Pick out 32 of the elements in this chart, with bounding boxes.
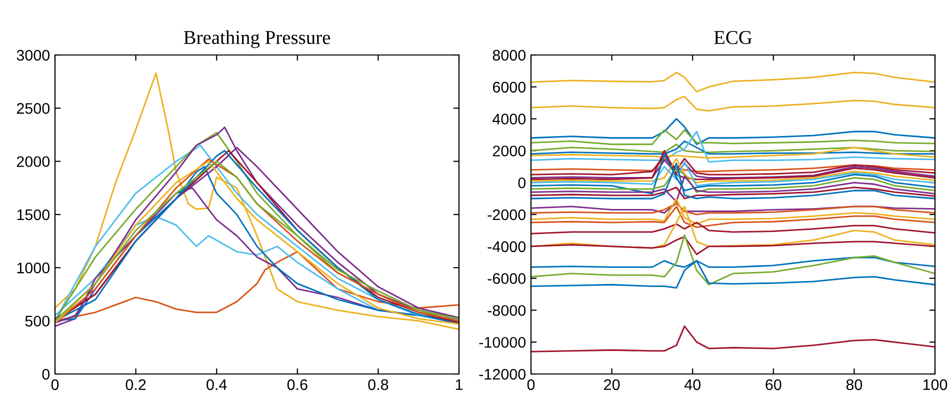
x-tick-label: 60: [766, 379, 782, 390]
y-tick-label: -2000: [488, 209, 526, 220]
y-tick-label: 6000: [492, 82, 526, 93]
y-tick-label: 2000: [492, 146, 526, 156]
y-tick-label: 3000: [16, 50, 50, 61]
y-tick-label: 2000: [16, 156, 50, 168]
x-tick-label: 0.4: [206, 379, 227, 390]
y-tick-label: 1000: [17, 262, 50, 274]
y-tick-label: -8000: [488, 305, 526, 316]
chart-title: ECG: [714, 31, 752, 44]
y-tick-label: 1500: [17, 209, 50, 220]
y-tick-label: 0: [42, 368, 50, 380]
y-tick-label: 500: [25, 316, 50, 327]
y-tick-label: -10000: [479, 336, 526, 348]
y-tick-label: 8000: [492, 50, 526, 61]
x-tick-label: 20: [604, 379, 620, 390]
x-tick-label: 0: [527, 379, 535, 390]
y-tick-label: 4000: [492, 114, 526, 124]
x-tick-label: 80: [846, 379, 862, 390]
chart-title: Breathing Pressure: [184, 30, 330, 48]
x-tick-label: 40: [684, 379, 700, 390]
y-tick-label: -4000: [488, 241, 526, 252]
x-tick-label: 0.8: [368, 379, 388, 390]
x-tick-label: 1: [456, 379, 463, 390]
x-tick-label: 0: [51, 379, 59, 390]
x-tick-label: 0.6: [287, 379, 308, 390]
x-tick-label: 0.2: [126, 379, 146, 390]
y-tick-label: -12000: [479, 368, 526, 380]
x-tick-label: 100: [923, 379, 948, 390]
y-tick-label: 2500: [16, 103, 50, 114]
y-tick-label: 0: [518, 177, 526, 188]
y-tick-label: -6000: [488, 273, 526, 284]
